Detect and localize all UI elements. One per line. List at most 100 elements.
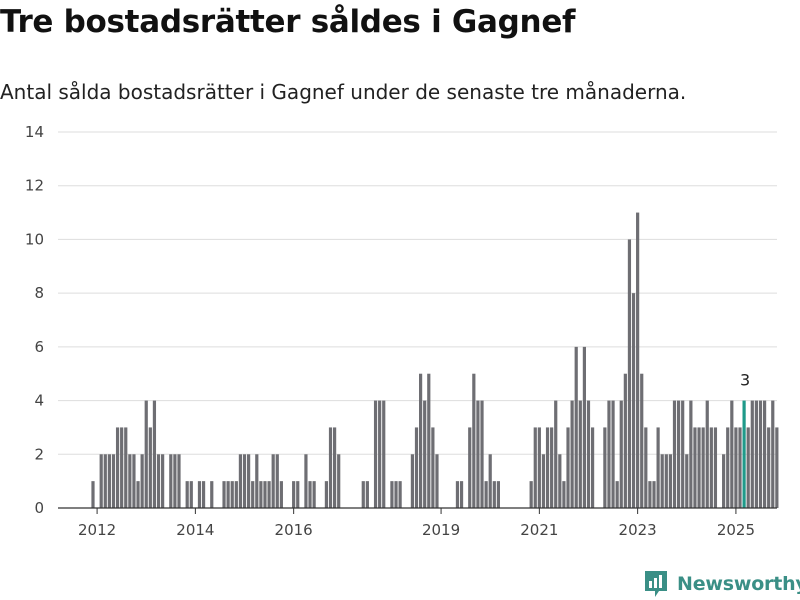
bar xyxy=(754,400,758,508)
x-tick-label: 2021 xyxy=(520,521,558,539)
bar xyxy=(128,454,132,508)
bar xyxy=(197,481,202,508)
bar xyxy=(484,481,488,508)
bar xyxy=(648,481,652,508)
bar xyxy=(378,400,382,508)
bar xyxy=(255,454,259,508)
bar xyxy=(722,454,726,508)
highlight-bar xyxy=(742,400,746,508)
bar xyxy=(574,346,578,508)
bar xyxy=(365,481,369,508)
x-axis: 2012 2014 2016 2019 2021 2023 2025 xyxy=(58,507,777,539)
bar xyxy=(550,427,554,508)
y-tick-label: 0 xyxy=(34,499,44,517)
bar xyxy=(152,400,157,508)
bar xyxy=(308,481,312,508)
bar xyxy=(394,481,398,508)
bar xyxy=(476,400,480,508)
bar xyxy=(681,400,685,508)
bar xyxy=(222,481,226,508)
bar xyxy=(631,293,636,508)
bar xyxy=(554,400,558,508)
bar xyxy=(492,481,496,508)
bar xyxy=(324,481,329,508)
bar xyxy=(767,427,771,508)
bar xyxy=(607,400,611,508)
bar xyxy=(541,454,546,508)
bar xyxy=(529,481,533,508)
bar xyxy=(726,427,730,508)
bar xyxy=(537,427,541,508)
bar xyxy=(586,400,591,508)
bar xyxy=(115,427,120,508)
bar xyxy=(545,427,550,508)
bar xyxy=(169,454,173,508)
x-tick-label: 2025 xyxy=(717,521,755,539)
bar xyxy=(558,454,562,508)
bar xyxy=(91,481,95,508)
bar xyxy=(656,427,660,508)
bar xyxy=(267,481,271,508)
bar xyxy=(111,454,116,508)
bar xyxy=(173,454,177,508)
bar xyxy=(390,481,394,508)
bar xyxy=(251,481,255,508)
bar xyxy=(762,400,767,508)
bar xyxy=(161,454,165,508)
bar-chart: 0 2 4 6 8 10 12 14 2012 2014 2016 2019 2021 2023 2025… xyxy=(25,123,779,539)
logo-text: Newsworthy xyxy=(677,573,800,595)
bar xyxy=(709,427,713,508)
bar xyxy=(124,427,128,508)
highlight-value-label: 3 xyxy=(740,371,750,390)
bar xyxy=(734,427,738,508)
bar xyxy=(238,454,243,508)
bar xyxy=(472,373,476,508)
bar xyxy=(566,427,570,508)
bar xyxy=(132,454,136,508)
bar xyxy=(459,481,464,508)
x-tick-label: 2016 xyxy=(275,521,313,539)
bar xyxy=(660,454,664,508)
bar xyxy=(713,427,718,508)
x-tick-label: 2019 xyxy=(422,521,460,539)
bar xyxy=(263,481,267,508)
data-labels: 3 xyxy=(740,371,750,390)
bar xyxy=(590,427,595,508)
bar xyxy=(144,400,148,508)
bar xyxy=(685,454,689,508)
y-tick-label: 2 xyxy=(34,445,44,463)
bar xyxy=(668,454,672,508)
bar xyxy=(271,454,275,508)
bar xyxy=(328,427,333,508)
bar xyxy=(562,481,566,508)
bar xyxy=(296,481,300,508)
x-tick-label: 2014 xyxy=(176,521,214,539)
y-tick-label: 10 xyxy=(25,230,44,248)
bar xyxy=(431,427,435,508)
bar xyxy=(697,427,701,508)
bar xyxy=(468,427,472,508)
bar xyxy=(672,400,677,508)
bar xyxy=(414,427,419,508)
bar xyxy=(582,346,586,508)
bar xyxy=(107,454,111,508)
y-tick-label: 14 xyxy=(25,123,44,141)
bar xyxy=(427,373,431,508)
bar xyxy=(156,454,161,508)
bar xyxy=(423,400,427,508)
y-axis-ticks: 0 2 4 6 8 10 12 14 xyxy=(25,123,44,517)
bar xyxy=(210,481,214,508)
bar xyxy=(701,427,705,508)
bar xyxy=(603,427,607,508)
bar xyxy=(746,427,750,508)
bar xyxy=(496,481,500,508)
bar xyxy=(730,400,734,508)
bar xyxy=(140,454,144,508)
bar xyxy=(619,400,623,508)
bar xyxy=(623,373,627,508)
bar xyxy=(578,400,582,508)
bar xyxy=(693,427,697,508)
bar xyxy=(382,400,386,508)
bar xyxy=(333,427,337,508)
bar xyxy=(455,481,460,508)
